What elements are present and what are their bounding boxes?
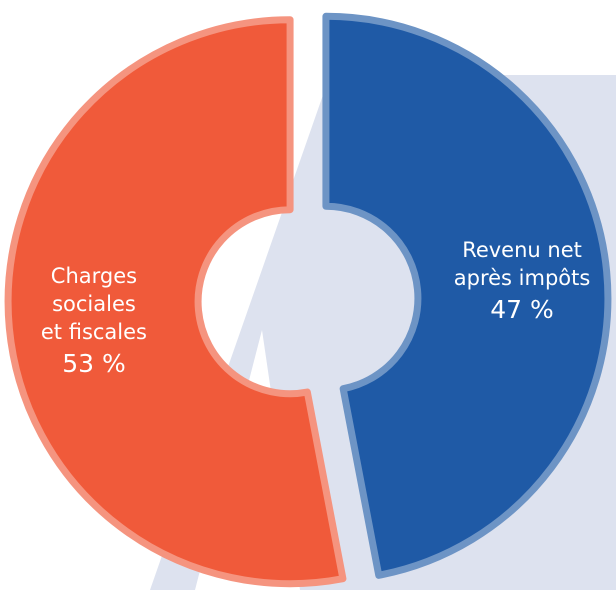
category-label: Revenu net après impôts xyxy=(453,237,591,290)
value-label: 47 % xyxy=(490,294,554,324)
slice-label: Revenu net après impôts 47 % xyxy=(437,236,607,324)
donut-slice xyxy=(322,12,612,579)
donut-slice xyxy=(4,16,347,588)
category-label: Charges sociales et fiscales xyxy=(40,264,147,345)
slice-label: Charges sociales et fiscales 53 % xyxy=(9,262,179,378)
value-label: 53 % xyxy=(62,349,126,379)
